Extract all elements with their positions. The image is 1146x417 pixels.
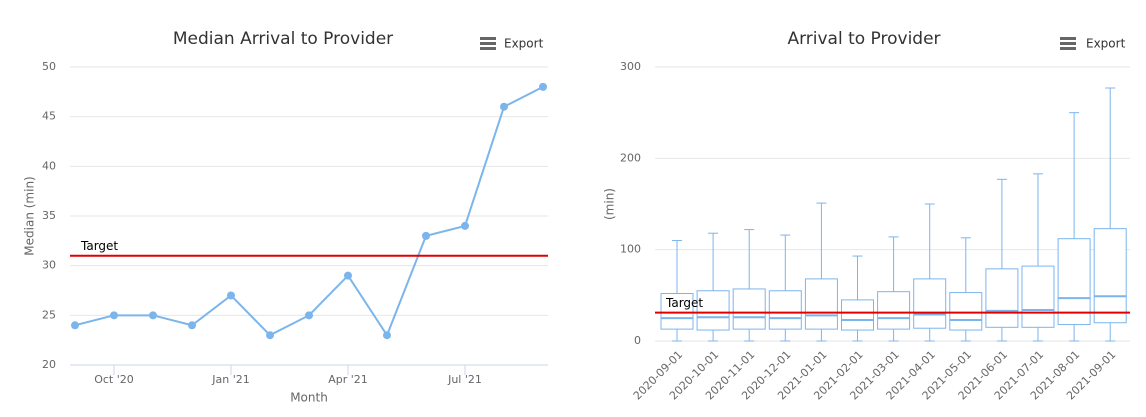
data-point: [188, 321, 196, 330]
x-tick-label: Jan '21: [211, 373, 249, 386]
y-tick-label: 300: [620, 60, 641, 73]
box: [768, 290, 802, 330]
chart-title: Median Arrival to Provider: [173, 29, 393, 49]
box: [841, 299, 874, 331]
data-line: [74, 85, 544, 338]
menu-icon: [480, 42, 496, 45]
data-point: [149, 311, 157, 320]
y-tick-label: 45: [42, 110, 56, 123]
y-tick-label: 100: [620, 243, 641, 256]
export-label[interactable]: Export: [1086, 37, 1126, 51]
x-tick-label: Oct '20: [94, 373, 134, 386]
data-point: [422, 231, 430, 240]
box: [1021, 265, 1055, 328]
data-point: [305, 311, 313, 320]
box: [1093, 228, 1127, 324]
box: [877, 291, 911, 330]
y-tick-label: 20: [42, 358, 56, 371]
box: [696, 290, 730, 331]
y-tick-label: 200: [620, 151, 641, 164]
y-tick-label: 40: [42, 159, 56, 172]
data-point: [461, 221, 469, 230]
data-point: [539, 82, 547, 91]
y-tick-label: 30: [42, 259, 56, 272]
target-label: Target: [665, 296, 703, 310]
menu-icon: [1060, 47, 1076, 50]
menu-icon: [1060, 42, 1076, 45]
export-label[interactable]: Export: [504, 37, 544, 51]
y-tick-label: 35: [42, 209, 56, 222]
y-axis-title: Median (min): [23, 176, 37, 255]
y-tick-label: 0: [634, 334, 641, 347]
data-point: [71, 321, 79, 330]
box: [1057, 238, 1091, 326]
data-point: [383, 331, 391, 340]
box: [732, 288, 766, 330]
x-tick-label: Jul '21: [447, 373, 482, 386]
menu-icon: [480, 37, 496, 40]
export-button[interactable]: Export: [480, 37, 544, 51]
box: [985, 268, 1019, 328]
box: [804, 278, 838, 330]
y-tick-label: 50: [42, 60, 56, 73]
menu-icon: [480, 47, 496, 50]
box: [660, 293, 694, 330]
y-axis-title: (min): [603, 188, 617, 220]
menu-icon: [1060, 37, 1076, 40]
data-point: [227, 291, 235, 300]
box: [949, 292, 983, 331]
data-point: [344, 271, 352, 280]
export-button[interactable]: Export: [1060, 37, 1126, 51]
data-point: [110, 311, 118, 320]
target-label: Target: [80, 239, 118, 253]
data-point: [500, 102, 508, 111]
y-tick-label: 25: [42, 308, 56, 321]
box: [913, 278, 947, 329]
chart-title: Arrival to Provider: [787, 29, 940, 49]
x-tick-label: Apr '21: [328, 373, 368, 386]
x-axis-title: Month: [290, 391, 328, 405]
data-point: [266, 331, 274, 340]
